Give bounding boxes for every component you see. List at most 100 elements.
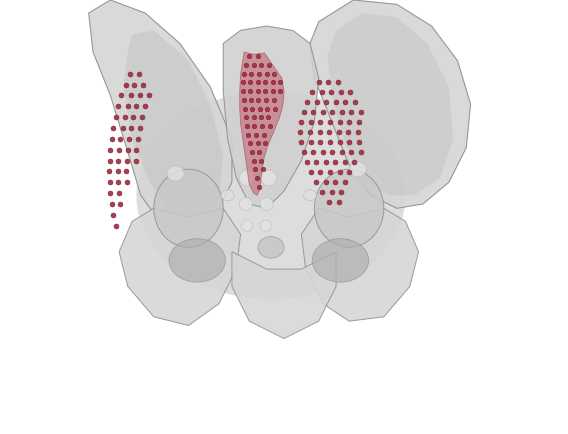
Point: [238, 79, 247, 86]
Point: [296, 129, 305, 136]
Ellipse shape: [167, 166, 184, 181]
Point: [239, 96, 248, 103]
Point: [312, 179, 321, 186]
Point: [105, 168, 114, 175]
Polygon shape: [240, 52, 284, 195]
Point: [244, 131, 253, 138]
Point: [317, 89, 326, 96]
Point: [123, 103, 132, 110]
Point: [353, 129, 362, 136]
Point: [336, 89, 345, 96]
Point: [268, 88, 277, 95]
Point: [312, 159, 321, 166]
Point: [116, 92, 126, 99]
Point: [258, 166, 268, 173]
Point: [341, 99, 350, 106]
Point: [254, 183, 264, 190]
Point: [318, 109, 327, 116]
Point: [335, 169, 344, 176]
Circle shape: [260, 220, 272, 231]
Polygon shape: [223, 26, 319, 208]
Point: [324, 199, 333, 206]
Point: [122, 157, 131, 164]
Point: [247, 148, 256, 155]
Polygon shape: [123, 30, 223, 221]
Point: [321, 99, 331, 106]
Point: [253, 88, 262, 95]
Point: [345, 139, 354, 146]
Point: [337, 149, 346, 156]
Point: [122, 168, 131, 175]
Point: [260, 88, 269, 95]
Point: [111, 222, 120, 229]
Ellipse shape: [136, 91, 406, 299]
Point: [139, 81, 148, 88]
Point: [269, 96, 278, 103]
Point: [133, 135, 143, 142]
Point: [262, 105, 272, 112]
Circle shape: [239, 197, 252, 210]
Point: [105, 157, 114, 164]
Polygon shape: [302, 208, 419, 321]
Point: [245, 140, 254, 147]
Point: [318, 149, 327, 156]
Point: [251, 166, 260, 173]
Point: [127, 92, 136, 99]
Point: [122, 179, 131, 186]
Point: [249, 62, 258, 69]
Point: [113, 168, 122, 175]
Point: [261, 140, 270, 147]
Point: [315, 129, 324, 136]
Point: [262, 70, 271, 77]
Point: [252, 131, 261, 138]
Point: [335, 139, 344, 146]
Circle shape: [260, 197, 273, 210]
Point: [115, 146, 124, 153]
Point: [116, 201, 125, 207]
Point: [255, 105, 264, 112]
Point: [264, 114, 273, 121]
Point: [257, 114, 266, 121]
Ellipse shape: [221, 190, 234, 201]
Point: [327, 189, 336, 196]
Point: [299, 109, 308, 116]
Ellipse shape: [312, 239, 369, 282]
Point: [328, 149, 337, 156]
Point: [337, 109, 346, 116]
Point: [302, 99, 311, 106]
Point: [265, 62, 274, 69]
Point: [132, 103, 141, 110]
Point: [261, 96, 270, 103]
Point: [240, 70, 249, 77]
Point: [254, 96, 263, 103]
Polygon shape: [310, 0, 471, 208]
Point: [306, 169, 315, 176]
Point: [345, 169, 354, 176]
Point: [265, 122, 274, 129]
Point: [126, 70, 135, 77]
Ellipse shape: [303, 190, 316, 201]
Point: [243, 122, 252, 129]
Point: [306, 139, 315, 146]
Point: [350, 159, 359, 166]
Point: [308, 109, 318, 116]
Point: [306, 119, 315, 126]
Ellipse shape: [314, 169, 384, 247]
Point: [335, 119, 344, 126]
Point: [241, 114, 250, 121]
Point: [109, 125, 118, 132]
Point: [107, 135, 116, 142]
Point: [250, 122, 259, 129]
Point: [124, 135, 133, 142]
Point: [340, 179, 349, 186]
Point: [114, 103, 123, 110]
Point: [275, 79, 285, 86]
Point: [356, 149, 365, 156]
Polygon shape: [232, 252, 336, 339]
Point: [324, 79, 333, 86]
Point: [253, 53, 262, 60]
Point: [299, 149, 308, 156]
Point: [253, 174, 262, 181]
Point: [346, 149, 356, 156]
Point: [354, 139, 363, 146]
